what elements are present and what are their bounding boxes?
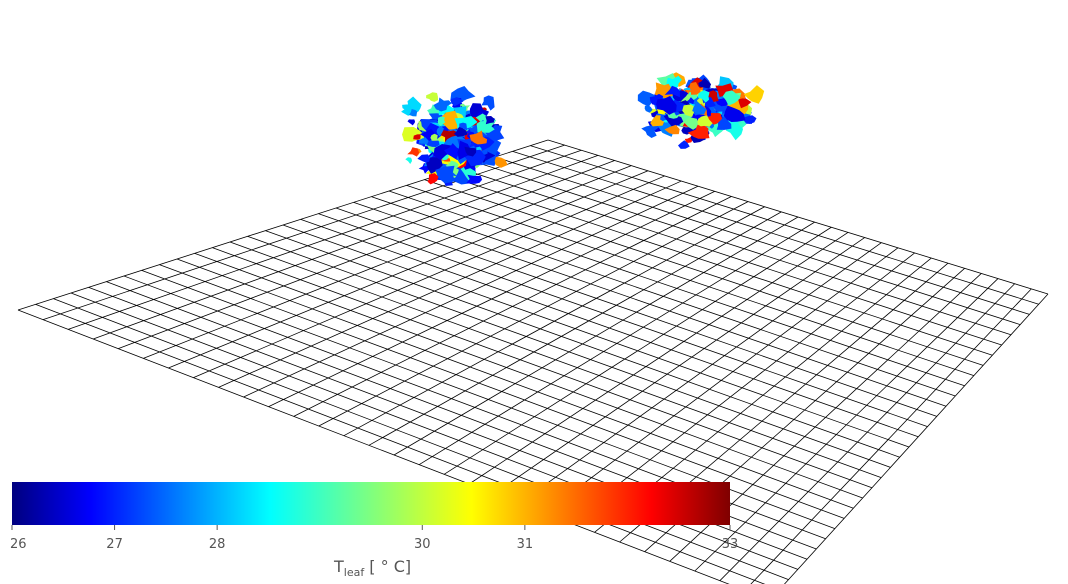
leaf [684, 137, 693, 143]
leaf [644, 105, 653, 113]
grid-line [443, 226, 832, 475]
grid-line [212, 247, 873, 489]
leaf [417, 154, 430, 163]
leaf [666, 75, 682, 90]
grid-line [750, 288, 1032, 584]
grid-line [229, 241, 882, 478]
leaf [402, 104, 413, 114]
colorbar-ticks: 26 27 28 30 31 33 [10, 525, 738, 552]
leaf [716, 115, 732, 130]
colorbar-tick-label: 31 [517, 537, 534, 552]
leaf [482, 125, 505, 142]
leaf [469, 130, 488, 145]
leaf-cluster-right [637, 72, 765, 149]
leaf [426, 140, 440, 147]
leaf [433, 144, 452, 161]
leaf [481, 95, 495, 111]
leaf [464, 146, 477, 157]
leaf [466, 174, 483, 184]
grid-line [418, 221, 815, 466]
leaf [459, 122, 468, 131]
leaf [426, 157, 443, 174]
leaf [687, 124, 710, 139]
leaf [427, 173, 439, 185]
leaf-cluster-left [401, 86, 508, 186]
leaf [494, 156, 508, 168]
leaf [683, 117, 699, 130]
leaf [437, 116, 446, 127]
leaf [409, 109, 418, 117]
colorbar-tick-label: 27 [106, 537, 123, 552]
leaf [435, 165, 456, 184]
colorbar-title-sub: leaf [344, 566, 366, 579]
colorbar-tick-label: 28 [209, 537, 226, 552]
colorbar-title-unit: [ ° C] [364, 557, 411, 576]
leaf [453, 125, 468, 137]
colorbar-tick-label: 26 [10, 537, 27, 552]
leaf [407, 147, 420, 157]
leaf [433, 97, 452, 112]
leaf [407, 119, 415, 126]
grid-line [17, 309, 730, 584]
grid-line [694, 278, 999, 572]
leaf [405, 157, 412, 164]
leaf [650, 115, 665, 127]
leaf [738, 98, 752, 109]
leaf [678, 140, 690, 149]
leaf [418, 162, 431, 174]
leaf [692, 101, 707, 115]
leaf [426, 92, 438, 102]
leaf [697, 90, 710, 103]
leaf [682, 104, 696, 117]
grid-line [494, 237, 865, 494]
grid-line [783, 293, 1049, 584]
leaf [664, 85, 680, 98]
colorbar-title-main: T [333, 557, 344, 576]
leaf [450, 97, 464, 107]
colorbar-tick-label: 33 [722, 537, 739, 552]
grid-line [247, 235, 891, 468]
leaf [656, 95, 677, 115]
leaf [641, 125, 660, 138]
leaf [742, 115, 757, 124]
leaf [440, 110, 460, 130]
leaf [485, 116, 495, 125]
leaf [664, 124, 680, 135]
leaf [689, 82, 701, 95]
colorbar-title: Tleaf [ ° C] [333, 557, 411, 579]
grid-line [35, 303, 766, 584]
colorbar: 26 27 28 30 31 33 Tleaf [ ° C] [10, 482, 738, 579]
grid-line [719, 283, 1015, 581]
leaf [723, 105, 746, 122]
leaf [698, 77, 712, 89]
grid-line [265, 230, 900, 458]
leaf [697, 115, 713, 127]
colorbar-gradient [12, 482, 730, 525]
colorbar-tick-label: 30 [414, 537, 431, 552]
grid-line [53, 298, 789, 580]
grid-line [194, 252, 863, 499]
leaf [743, 85, 765, 104]
leaf [436, 125, 444, 137]
leaf [637, 90, 658, 107]
leaf [722, 90, 741, 106]
leaf [430, 133, 438, 142]
grid-line [70, 292, 798, 570]
grid-line [519, 242, 882, 504]
leaf [413, 134, 421, 140]
ground-grid [17, 139, 1049, 584]
leaf [681, 121, 694, 135]
leaf [427, 104, 440, 116]
